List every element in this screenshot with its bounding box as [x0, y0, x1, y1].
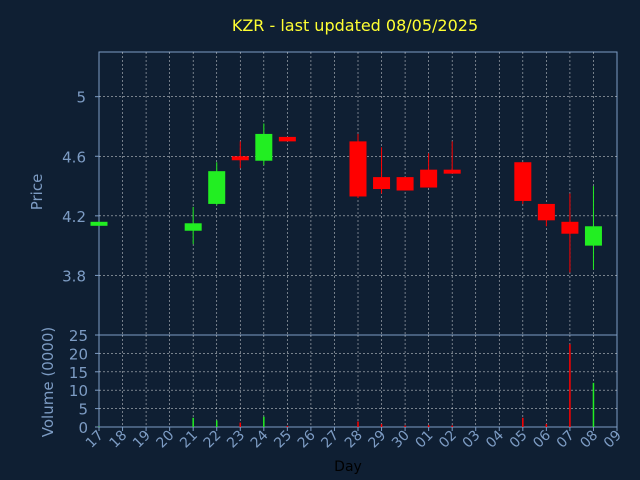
x-tick-label: 04 [483, 427, 507, 451]
candle-body [420, 169, 438, 188]
volume-bar [545, 424, 548, 427]
x-tick-label: 19 [130, 428, 154, 452]
candle-body [584, 226, 602, 246]
x-tick-label: 02 [436, 428, 460, 452]
candle-body [514, 162, 532, 201]
volume-bar [427, 425, 430, 427]
candle-body [537, 203, 555, 221]
chart-title: KZR - last updated 08/05/2025 [232, 16, 478, 35]
price-panel: 5 4.6 4.2 3.8 [62, 51, 618, 336]
x-tick-label: 08 [577, 428, 601, 452]
x-tick-label: 09 [601, 428, 625, 452]
volume-bar [286, 425, 289, 427]
price-axis-label: Price [28, 174, 46, 211]
x-tick-label: 25 [271, 428, 295, 452]
volume-bar [451, 425, 453, 427]
x-tick-label: 18 [106, 428, 130, 452]
candle-body [184, 223, 202, 231]
volume-tick-label: 10 [69, 382, 88, 400]
x-tick-label: 30 [389, 428, 413, 452]
price-tick-label: 4.2 [62, 208, 86, 226]
volume-bar [522, 417, 524, 427]
volume-bar [98, 426, 100, 428]
x-tick-label: 20 [154, 428, 178, 452]
candle-body [278, 136, 296, 142]
volume-bar [404, 425, 406, 427]
candle-body [231, 156, 249, 161]
x-tick-label: 21 [177, 428, 201, 452]
volume-bar [380, 424, 383, 427]
x-tick-label: 06 [530, 427, 554, 451]
volume-axis-label: Volume (0000) [39, 327, 57, 437]
x-tick-label: 26 [295, 427, 319, 451]
x-tick-label: 05 [507, 428, 531, 452]
x-tick-label: 24 [248, 427, 272, 451]
candle-body [349, 141, 367, 197]
volume-bar [215, 420, 218, 427]
volume-bar [192, 417, 194, 427]
volume-tick-label: 25 [69, 327, 88, 345]
x-tick-label: 22 [201, 428, 225, 452]
x-tick-labels: 17 18 19 20 21 22 23 24 25 26 27 28 29 30 01 02 03 04 05 06… [83, 427, 625, 451]
x-tick-label: 27 [318, 428, 342, 452]
volume-bar [239, 422, 242, 427]
x-tick-label: 07 [554, 428, 578, 452]
volume-bar [263, 416, 265, 427]
x-tick-label: 29 [365, 428, 389, 452]
candle-body [373, 177, 391, 190]
x-tick-label: 23 [224, 428, 248, 452]
volume-bar [357, 421, 359, 427]
volume-tick-label: 15 [69, 364, 88, 382]
x-tick-label: 01 [413, 428, 437, 452]
candle-body [208, 171, 226, 204]
volume-tick-label: 20 [69, 345, 88, 363]
volume-bar [569, 344, 571, 427]
x-tick-label: 03 [460, 428, 484, 452]
price-tick-label: 5 [76, 89, 86, 107]
price-tick-label: 4.6 [62, 148, 86, 166]
candle-body [443, 169, 461, 174]
x-tick-label: 28 [342, 428, 366, 452]
x-axis-label: Day [334, 459, 362, 475]
volume-bar [592, 382, 595, 427]
price-tick-label: 3.8 [62, 267, 86, 285]
volume-tick-label: 5 [78, 401, 88, 419]
candle-body [396, 177, 414, 191]
candle-body [561, 221, 579, 234]
volume-tick-label: 0 [78, 419, 88, 437]
candle-body [255, 133, 273, 161]
candle-body [90, 221, 108, 226]
